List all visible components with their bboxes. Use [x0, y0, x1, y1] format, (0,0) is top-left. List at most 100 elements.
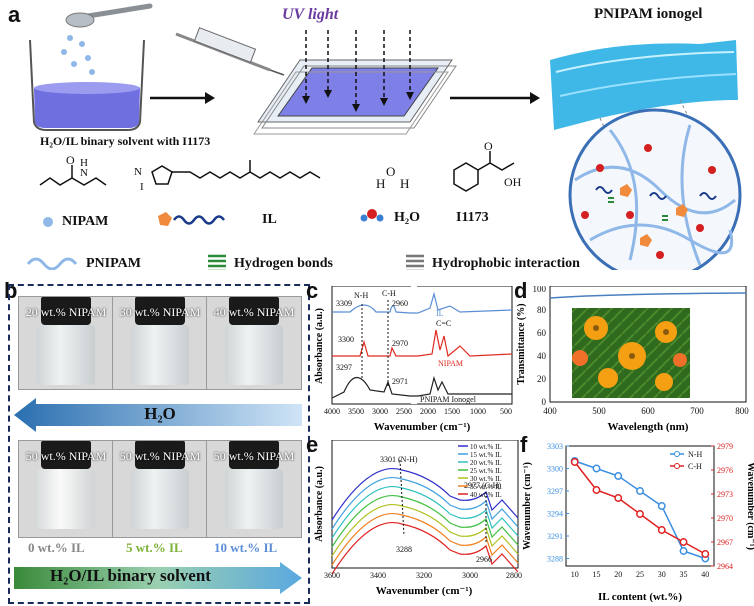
f-left-tick: 3294 — [547, 510, 563, 519]
nipam-structure-icon: O NH — [39, 153, 107, 186]
f-legend-label: N-H — [688, 450, 702, 459]
e-trace — [331, 495, 519, 548]
h2o-arrow-label: H₂O — [144, 404, 176, 423]
process-arrow-icon — [150, 92, 215, 104]
e-trace — [331, 504, 519, 557]
svg-text:H: H — [376, 176, 385, 191]
e-legend-label: 10 wt.% IL — [470, 443, 502, 451]
svg-text:4000: 4000 — [324, 407, 340, 416]
ann-nh: N-H — [354, 291, 368, 300]
nipam-particles-icon — [61, 35, 95, 75]
panel-f-chart: 3288 3291 3294 3297 3300 3303 2964 2967 2970 297… — [522, 442, 754, 603]
panel-label-c: c — [306, 278, 319, 303]
f-x-tick: 35 — [680, 570, 688, 579]
ann-2960: 2960 — [392, 299, 408, 308]
panel-e-ftir: 3301 (N-H) 3288 2977 (C-H) 2966 10 wt.% … — [314, 440, 522, 597]
svg-text:20: 20 — [537, 374, 547, 384]
svg-text:400: 400 — [543, 406, 557, 416]
e-trace — [331, 513, 519, 566]
i1173-structure-icon: O OH — [453, 139, 522, 192]
svg-text:1000: 1000 — [470, 407, 486, 416]
f-point-C-H — [592, 486, 601, 494]
svg-text:100: 100 — [533, 286, 547, 294]
f-right-tick: 2973 — [717, 490, 733, 499]
e-legend-label: 40 wt.% IL — [470, 491, 502, 499]
svg-text:800: 800 — [735, 406, 749, 416]
il-head-legend-icon — [158, 212, 172, 226]
svg-text:600: 600 — [641, 406, 655, 416]
pnipam-legend-icon — [26, 257, 78, 270]
svg-text:500: 500 — [500, 407, 512, 416]
f-x-tick: 25 — [636, 570, 644, 579]
svg-text:O: O — [484, 139, 493, 153]
hydrophobic-legend-icon — [406, 254, 424, 270]
svg-text:700: 700 — [690, 406, 704, 416]
e-xlabel: Wavenumber (cm⁻¹) — [376, 585, 473, 597]
h2o-arrow — [14, 398, 302, 432]
f-left-tick: 3300 — [547, 465, 563, 474]
legend-hydrophobic: Hydrophobic interaction — [432, 256, 580, 271]
f-ylabel-left: Wavenumber (cm⁻¹) — [522, 462, 533, 550]
f-point-C-H — [657, 526, 666, 534]
f-left-tick: 3303 — [547, 442, 563, 451]
svg-text:OH: OH — [504, 175, 522, 189]
f-ylabel-right: Wavenumber (cm⁻¹) — [745, 462, 754, 550]
ann-3300: 3300 — [338, 335, 354, 344]
svg-text:3400: 3400 — [370, 571, 386, 580]
ann-2977: 2977 (C-H) — [464, 481, 501, 490]
c-ylabel: Absorbance (a.u.) — [314, 308, 325, 384]
e-legend-label: 15 wt.% IL — [470, 451, 502, 459]
f-legend-marker — [674, 451, 680, 457]
svg-text:80: 80 — [537, 305, 547, 315]
f-right-tick: 2976 — [717, 466, 733, 475]
e-ylabel: Absorbance (a.u.) — [314, 466, 325, 542]
svg-text:2800: 2800 — [506, 571, 522, 580]
svg-text:1500: 1500 — [444, 407, 460, 416]
f-right-tick: 2967 — [717, 538, 733, 547]
f-left-tick: 3288 — [547, 555, 563, 564]
trace-pnipam — [331, 375, 512, 399]
process-arrow-icon — [450, 92, 540, 104]
beaker-caption: H₂O/IL binary solvent with I1173 — [40, 134, 211, 148]
f-left-tick: 3297 — [547, 487, 563, 496]
f-point-C-H — [570, 458, 579, 466]
f-xlabel: IL content (wt.%) — [598, 591, 682, 603]
f-right-tick: 2979 — [717, 442, 733, 451]
panel-label-a: a — [8, 2, 21, 27]
il-tail-legend-icon — [172, 215, 226, 225]
il-label-5: 5 wt.% IL — [126, 540, 183, 555]
f-x-tick: 40 — [701, 570, 709, 579]
legend-il: IL — [262, 212, 277, 227]
binary-solvent-arrow — [14, 562, 302, 594]
f-x-tick: 30 — [658, 570, 666, 579]
flower-photo — [572, 308, 690, 398]
svg-text:3600: 3600 — [324, 571, 340, 580]
svg-text:I: I — [140, 181, 144, 193]
legend-h2o: H₂O — [394, 210, 420, 225]
vial-il-10: 50 wt.% NIPAM — [206, 440, 302, 538]
svg-text:N: N — [80, 167, 88, 179]
legend-i1173: I1173 — [456, 210, 489, 225]
trace-il — [332, 291, 513, 314]
vial-20: 20 wt.% NIPAM — [18, 296, 114, 390]
panel-label-e: e — [306, 432, 319, 457]
polymer-network-icon — [568, 108, 742, 270]
e-legend-label: 25 wt.% IL — [470, 467, 502, 475]
legend-pnipam: PNIPAM — [86, 256, 141, 271]
trace-label-il: IL — [436, 309, 444, 318]
e-trace — [331, 477, 519, 530]
ann-3288: 3288 — [396, 545, 412, 554]
f-point-N-H — [592, 464, 601, 473]
svg-text:H: H — [400, 176, 409, 191]
e-legend-label: 35 wt.% IL — [470, 483, 502, 491]
f-point-C-H — [701, 550, 710, 558]
svg-text:3000: 3000 — [372, 407, 388, 416]
f-right-tick: 2964 — [717, 562, 733, 571]
legend-hbond: Hydrogen bonds — [234, 256, 333, 271]
e-trace — [331, 522, 519, 575]
f-left-tick: 3291 — [547, 532, 563, 541]
f-point-N-H — [636, 487, 644, 495]
f-point-N-H — [614, 472, 623, 480]
f-legend-label: C-H — [688, 462, 702, 471]
svg-text:2000: 2000 — [420, 407, 436, 416]
